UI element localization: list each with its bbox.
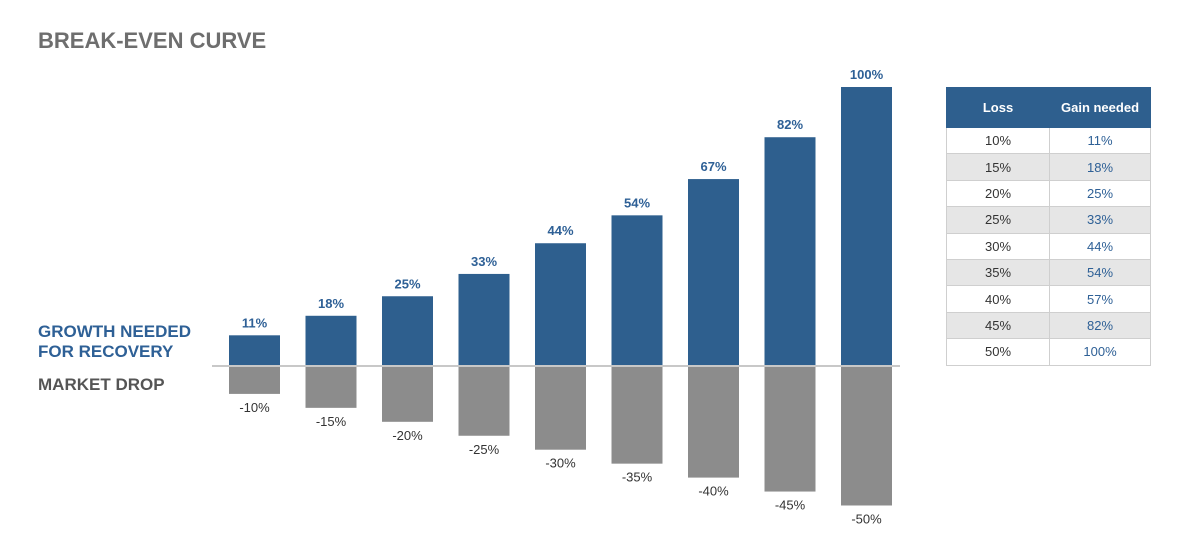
market-drop-bar bbox=[458, 366, 510, 436]
growth-data-label: 100% bbox=[850, 67, 884, 82]
table-row: 50% 100% bbox=[946, 338, 1151, 366]
table-body: 10% 11% 15% 18% 20% 25% 25% 33% 30% 44% 35% 54% 40% 5… bbox=[946, 126, 1151, 366]
table-cell-loss: 15% bbox=[946, 153, 1050, 181]
table-cell-gain: 11% bbox=[1049, 126, 1151, 155]
table-row: 30% 44% bbox=[946, 232, 1151, 260]
table-header-row: Loss Gain needed bbox=[946, 87, 1151, 128]
growth-data-label: 54% bbox=[624, 195, 650, 210]
market-drop-data-label: -10% bbox=[239, 400, 270, 415]
market-drop-bar bbox=[841, 366, 892, 506]
market-drop-label: MARKET DROP bbox=[38, 375, 165, 394]
table-cell-loss: 25% bbox=[946, 206, 1050, 234]
market-drop-bar bbox=[535, 366, 586, 450]
growth-bar bbox=[688, 179, 739, 366]
market-drop-data-label: -40% bbox=[698, 484, 729, 499]
table-cell-loss: 50% bbox=[946, 338, 1050, 366]
growth-data-label: 67% bbox=[700, 159, 726, 174]
break-even-chart: 11% 18% 25% 33% 44% 54% 67% 82% 100% -10% -15% -20%… bbox=[212, 67, 900, 527]
table-header-loss: Loss bbox=[946, 87, 1050, 128]
table-cell-gain: 82% bbox=[1049, 311, 1151, 340]
market-drop-bar bbox=[229, 366, 280, 394]
market-drop-bar bbox=[764, 366, 816, 492]
table-row: 20% 25% bbox=[946, 179, 1151, 208]
growth-data-label: 18% bbox=[318, 296, 344, 311]
table-cell-gain: 57% bbox=[1049, 285, 1151, 313]
growth-data-label: 11% bbox=[242, 315, 268, 330]
growth-data-label: 44% bbox=[547, 223, 573, 238]
table-cell-gain: 100% bbox=[1049, 338, 1151, 366]
market-drop-data-label: -45% bbox=[775, 498, 806, 513]
market-drop-bar bbox=[382, 366, 433, 422]
table-row: 45% 82% bbox=[946, 311, 1151, 340]
growth-bar bbox=[382, 296, 433, 366]
table-cell-loss: 40% bbox=[946, 285, 1050, 313]
growth-data-label: 33% bbox=[471, 254, 497, 269]
table-row: 40% 57% bbox=[946, 285, 1151, 313]
growth-bar bbox=[458, 273, 510, 366]
table-cell-loss: 10% bbox=[946, 126, 1050, 155]
market-drop-data-label: -30% bbox=[545, 456, 576, 471]
growth-bar bbox=[611, 215, 663, 366]
growth-bar bbox=[305, 315, 357, 366]
market-drop-data-label: -50% bbox=[851, 512, 882, 527]
table-cell-loss: 30% bbox=[946, 232, 1050, 260]
market-drop-data-label: -25% bbox=[469, 442, 500, 457]
growth-data-label: 25% bbox=[394, 276, 420, 291]
growth-bar bbox=[764, 137, 816, 366]
loss-gain-table: Loss Gain needed 10% 11% 15% 18% 20% 25% 25% 33… bbox=[946, 87, 1151, 366]
table-row: 35% 54% bbox=[946, 258, 1151, 287]
market-drop-data-label: -15% bbox=[316, 414, 347, 429]
market-drop-bar bbox=[611, 366, 663, 464]
table-cell-gain: 33% bbox=[1049, 206, 1151, 234]
table-row: 10% 11% bbox=[946, 126, 1151, 155]
market-drop-data-label: -35% bbox=[622, 470, 653, 485]
table-cell-loss: 35% bbox=[946, 258, 1050, 287]
growth-bar bbox=[535, 243, 586, 366]
growth-bar bbox=[841, 87, 892, 366]
table-cell-loss: 45% bbox=[946, 311, 1050, 340]
growth-label: GROWTH NEEDED FOR RECOVERY bbox=[38, 322, 191, 361]
table-cell-loss: 20% bbox=[946, 179, 1050, 208]
table-cell-gain: 44% bbox=[1049, 232, 1151, 260]
growth-data-label: 82% bbox=[777, 117, 803, 132]
market-drop-data-label: -20% bbox=[392, 428, 423, 443]
market-drop-bar bbox=[305, 366, 357, 408]
chart-title: BREAK-EVEN CURVE bbox=[38, 28, 267, 53]
market-drop-bar bbox=[688, 366, 739, 478]
table-row: 25% 33% bbox=[946, 206, 1151, 234]
table-header-gain-needed: Gain needed bbox=[1049, 87, 1151, 128]
table-row: 15% 18% bbox=[946, 153, 1151, 181]
table-cell-gain: 18% bbox=[1049, 153, 1151, 181]
growth-bar bbox=[229, 335, 280, 366]
table-cell-gain: 54% bbox=[1049, 258, 1151, 287]
table-cell-gain: 25% bbox=[1049, 179, 1151, 208]
